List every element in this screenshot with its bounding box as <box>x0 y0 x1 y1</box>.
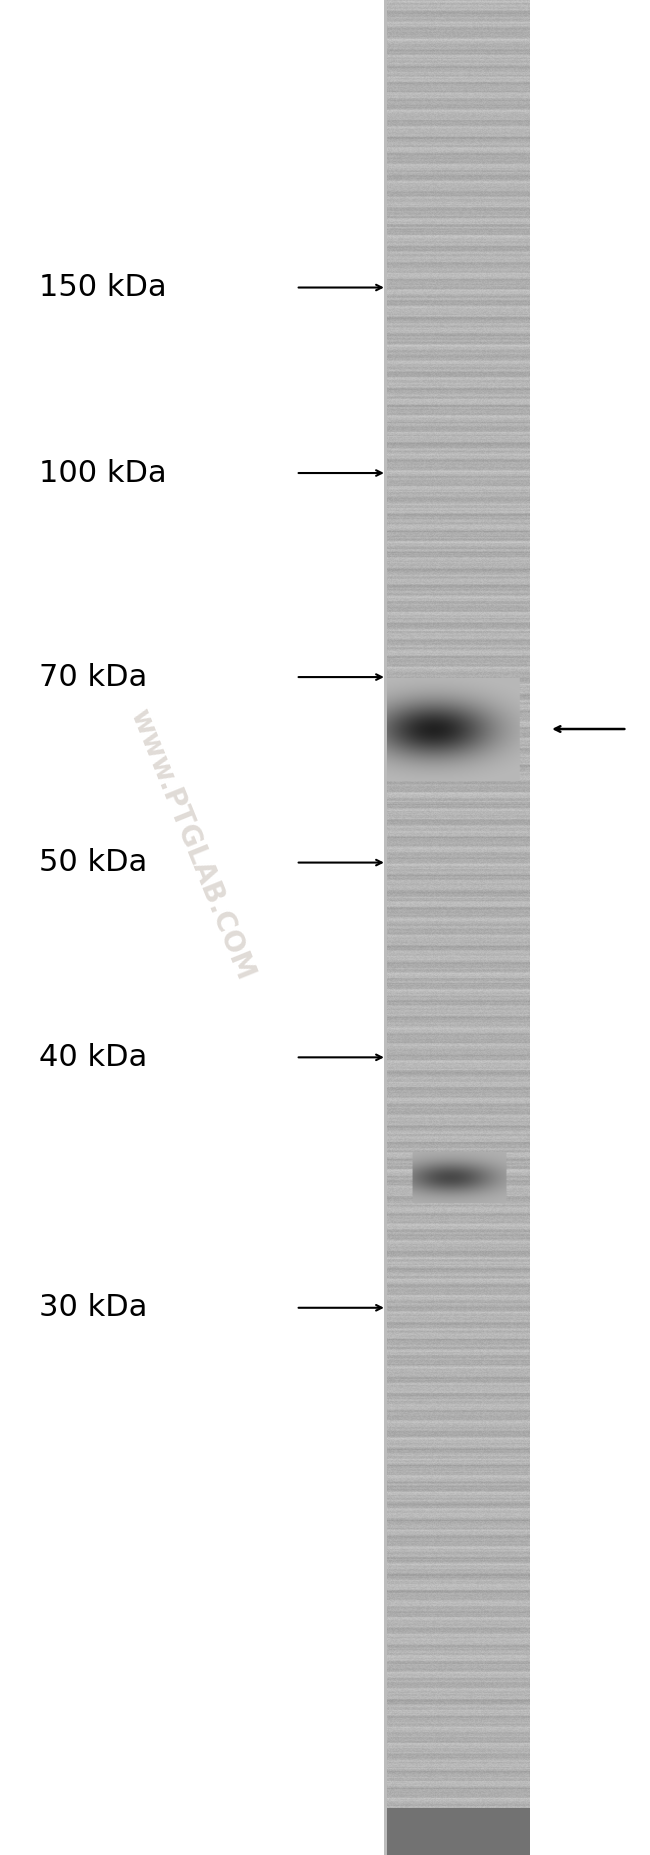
Text: 30 kDa: 30 kDa <box>39 1293 148 1323</box>
Bar <box>384 0 387 1855</box>
Text: 40 kDa: 40 kDa <box>39 1043 148 1072</box>
Text: 70 kDa: 70 kDa <box>39 662 148 692</box>
Text: 50 kDa: 50 kDa <box>39 848 148 877</box>
Text: www.PTGLAB.COM: www.PTGLAB.COM <box>124 705 259 983</box>
Text: 150 kDa: 150 kDa <box>39 273 166 302</box>
Text: 100 kDa: 100 kDa <box>39 458 166 488</box>
